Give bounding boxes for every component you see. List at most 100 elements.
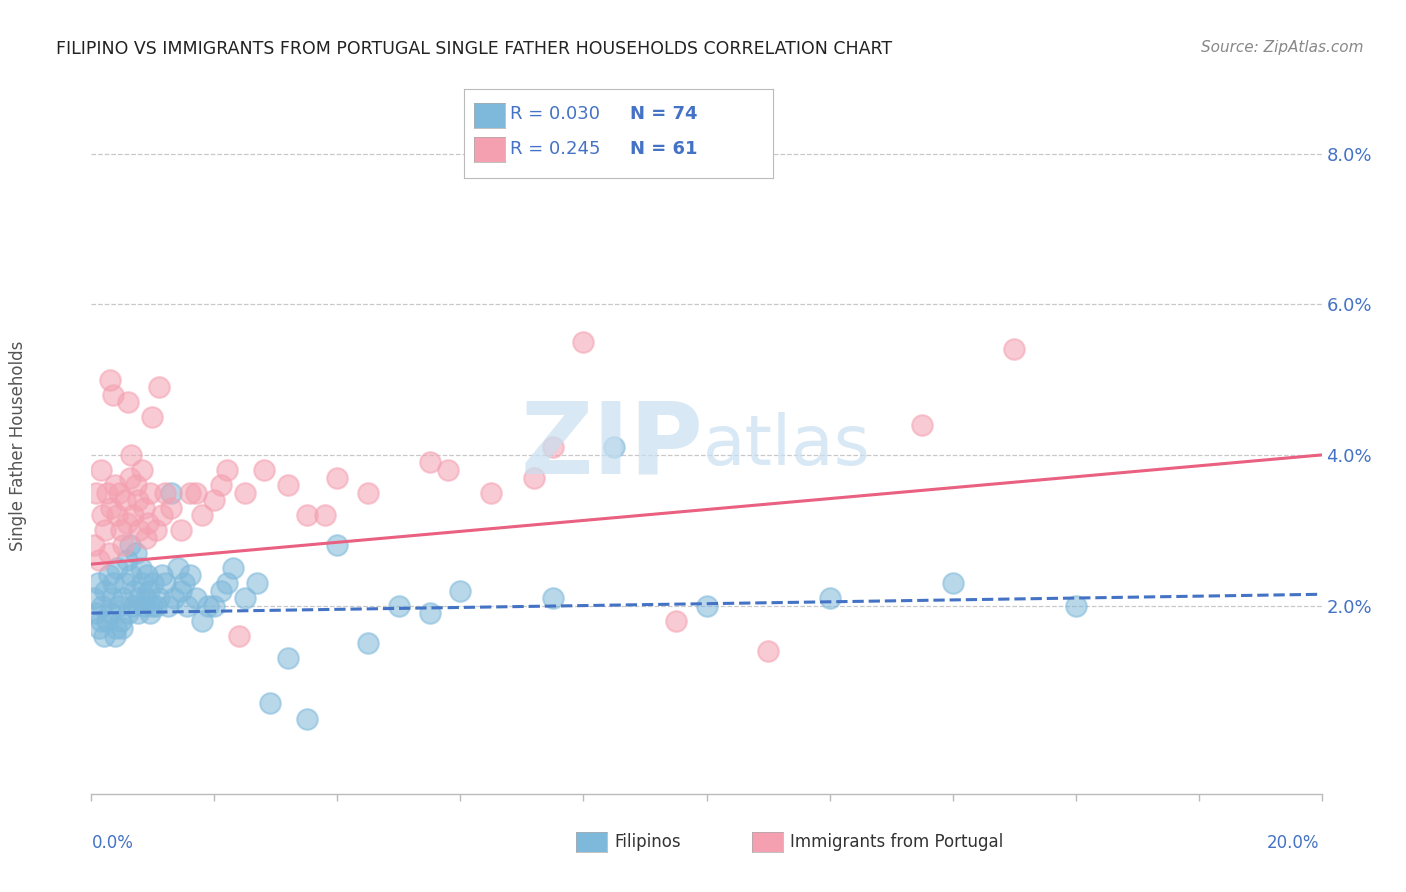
Point xyxy=(115,516,138,530)
Point xyxy=(91,508,114,523)
Point xyxy=(105,561,128,575)
Text: R = 0.245: R = 0.245 xyxy=(510,140,600,158)
Text: 20.0%: 20.0% xyxy=(1267,834,1319,852)
Point xyxy=(132,599,155,613)
Point xyxy=(111,621,134,635)
Point xyxy=(215,463,238,477)
Point xyxy=(112,591,135,605)
Point xyxy=(120,538,142,552)
Point xyxy=(135,568,157,582)
Point xyxy=(110,614,132,628)
Point xyxy=(93,629,115,643)
Point xyxy=(150,568,173,582)
Point xyxy=(148,591,170,605)
Point xyxy=(233,485,256,500)
Point xyxy=(124,478,146,492)
Point xyxy=(228,629,250,643)
Point xyxy=(941,576,963,591)
Point xyxy=(695,599,717,613)
Point xyxy=(184,485,207,500)
Point xyxy=(449,583,471,598)
Point xyxy=(87,553,110,567)
Point xyxy=(179,568,201,582)
Point xyxy=(86,576,108,591)
Point xyxy=(277,651,299,665)
Point xyxy=(419,606,441,620)
Point xyxy=(91,599,114,613)
Point xyxy=(128,523,150,537)
Point xyxy=(98,606,121,620)
Point xyxy=(120,448,142,462)
Point xyxy=(105,621,127,635)
Point xyxy=(117,606,139,620)
Point xyxy=(97,546,120,560)
Point xyxy=(541,441,564,455)
Point xyxy=(357,636,380,650)
Point xyxy=(114,493,136,508)
Point xyxy=(141,410,163,425)
Point xyxy=(136,516,159,530)
Point xyxy=(176,599,198,613)
Point xyxy=(184,591,207,605)
Point xyxy=(277,478,299,492)
Text: 0.0%: 0.0% xyxy=(91,834,134,852)
Point xyxy=(572,334,595,349)
Point xyxy=(222,561,245,575)
Point xyxy=(96,614,118,628)
Point xyxy=(197,599,219,613)
Point xyxy=(104,478,127,492)
Point xyxy=(153,576,177,591)
Point xyxy=(90,614,112,628)
Point xyxy=(108,599,131,613)
Point xyxy=(122,508,145,523)
Point xyxy=(246,576,269,591)
Text: N = 61: N = 61 xyxy=(630,140,697,158)
Text: Source: ZipAtlas.com: Source: ZipAtlas.com xyxy=(1201,40,1364,55)
Point xyxy=(215,576,238,591)
Point xyxy=(138,583,160,598)
Point xyxy=(124,583,146,598)
Point xyxy=(314,508,336,523)
Point xyxy=(108,485,131,500)
Point xyxy=(145,599,167,613)
Point xyxy=(160,485,183,500)
Point xyxy=(96,485,118,500)
Point xyxy=(1002,343,1025,357)
Point xyxy=(87,621,110,635)
Point xyxy=(523,470,546,484)
Point xyxy=(169,523,191,537)
Point xyxy=(153,485,177,500)
Point xyxy=(163,591,186,605)
Point xyxy=(139,606,162,620)
Point xyxy=(118,470,141,484)
Point xyxy=(115,553,138,567)
Point xyxy=(191,508,214,523)
Point xyxy=(129,561,152,575)
Point xyxy=(166,561,188,575)
Point xyxy=(97,568,120,582)
Point xyxy=(132,500,155,515)
Point xyxy=(117,395,139,409)
Point xyxy=(114,576,136,591)
Point xyxy=(148,380,170,394)
Point xyxy=(541,591,564,605)
Text: FILIPINO VS IMMIGRANTS FROM PORTUGAL SINGLE FATHER HOUSEHOLDS CORRELATION CHART: FILIPINO VS IMMIGRANTS FROM PORTUGAL SIN… xyxy=(56,40,893,58)
Point xyxy=(90,463,112,477)
Point xyxy=(1064,599,1087,613)
Point xyxy=(202,493,225,508)
Point xyxy=(128,591,150,605)
Point xyxy=(437,463,460,477)
Point xyxy=(104,629,127,643)
Text: ZIP: ZIP xyxy=(520,398,703,494)
Point xyxy=(169,583,191,598)
Point xyxy=(94,583,117,598)
Point xyxy=(83,591,105,605)
Text: Filipinos: Filipinos xyxy=(614,833,681,851)
Point xyxy=(131,576,153,591)
Text: Single Father Households: Single Father Households xyxy=(10,341,27,551)
Point xyxy=(419,455,441,469)
Point xyxy=(100,591,122,605)
Point xyxy=(83,538,105,552)
Point xyxy=(131,463,153,477)
Point xyxy=(479,485,502,500)
